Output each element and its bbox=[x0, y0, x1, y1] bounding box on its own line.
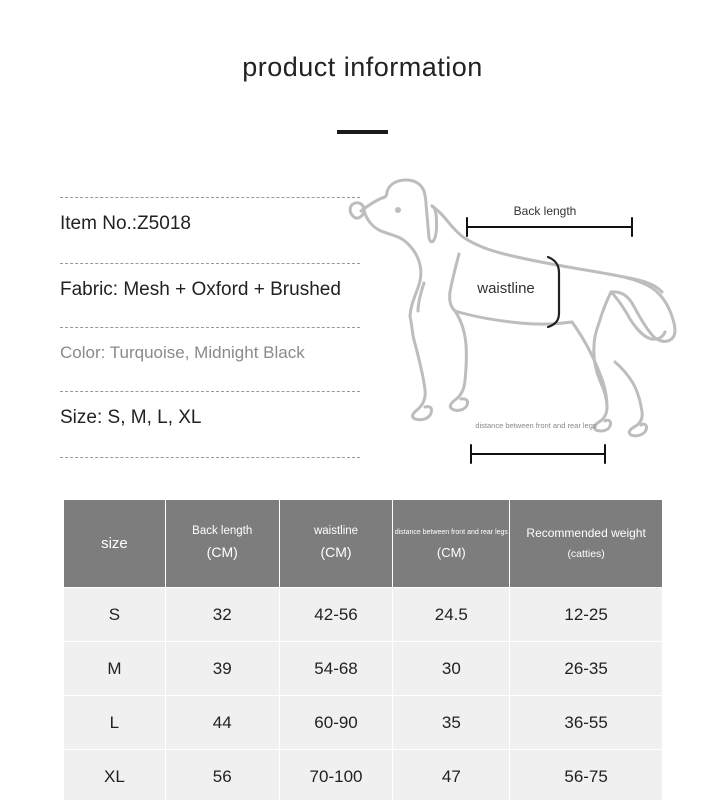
svg-text:distance between front and rea: distance between front and rear legs bbox=[475, 421, 597, 430]
svg-text:waistline: waistline bbox=[476, 280, 535, 297]
svg-text:Back length: Back length bbox=[514, 204, 577, 218]
